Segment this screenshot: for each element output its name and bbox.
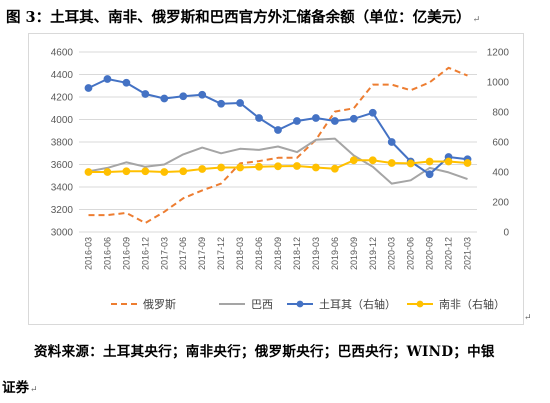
data-point-2 (103, 75, 112, 83)
data-point-3 (425, 157, 434, 166)
data-point-3 (255, 162, 263, 171)
y-right-tick-label: 400 (492, 168, 509, 179)
legend-marker (416, 300, 424, 308)
data-point-3 (444, 157, 453, 166)
data-point-3 (387, 159, 396, 167)
y-left-tick-label: 3800 (51, 138, 74, 149)
data-point-3 (293, 162, 301, 170)
x-tick-label: 2019-09 (349, 237, 359, 270)
data-point-2 (425, 170, 434, 179)
y-right-tick-label: 1000 (487, 78, 510, 89)
x-tick-label: 2017-06 (178, 237, 188, 270)
data-point-2 (274, 126, 282, 134)
data-point-3 (198, 165, 207, 173)
x-tick-label: 2017-09 (197, 237, 207, 270)
data-point-2 (349, 114, 358, 123)
return-mark: ↵ (524, 313, 532, 323)
y-right-tick-label: 800 (492, 108, 509, 119)
x-tick-label: 2020-06 (406, 237, 416, 270)
data-point-2 (312, 114, 320, 122)
legend-label: 巴西 (251, 298, 273, 311)
data-point-3 (179, 167, 188, 176)
chart-area: 3000 3200 3400 3600 3800 4000 4200 4400 4600 0 200… (28, 33, 524, 325)
legend-marker (296, 300, 304, 308)
data-point-2 (179, 92, 188, 101)
y-right-tick-label: 600 (492, 138, 509, 149)
data-point-2 (387, 138, 396, 146)
data-point-3 (312, 163, 320, 172)
x-tick-label: 2019-06 (330, 237, 340, 270)
x-tick-label: 2016-12 (140, 237, 150, 270)
x-tick-label: 2016-06 (102, 237, 112, 270)
data-point-3 (274, 162, 282, 171)
source-note: 资料来源：土耳其央行；南非央行；俄罗斯央行；巴西央行；WIND；中银 (34, 344, 495, 360)
x-tick-label: 2020-03 (387, 237, 397, 270)
data-point-3 (122, 167, 131, 176)
y-left-tick-label: 4400 (51, 70, 74, 81)
data-point-2 (236, 99, 244, 107)
x-tick-label: 2016-09 (121, 237, 131, 270)
data-point-3 (330, 164, 339, 173)
data-point-3 (236, 163, 244, 172)
x-tick-label: 2020-12 (444, 237, 454, 270)
x-tick-label: 2017-12 (216, 237, 226, 270)
y-left-tick-label: 4200 (51, 93, 74, 104)
legend-label: 土耳其（右轴） (319, 297, 396, 311)
data-point-2 (141, 90, 150, 98)
y-right-tick-label: 0 (503, 228, 509, 239)
data-point-3 (103, 168, 112, 176)
x-tick-label: 2016-03 (83, 237, 93, 270)
data-point-2 (84, 84, 93, 92)
y-right-tick-label: 1200 (487, 48, 510, 59)
x-tick-label: 2019-12 (368, 237, 378, 270)
source-note-line2: 证券↵ (2, 380, 38, 396)
legend-label: 南非（右轴） (439, 297, 505, 311)
y-left-tick-label: 3600 (51, 160, 74, 171)
data-point-3 (463, 159, 472, 167)
legend-label: 俄罗斯 (143, 298, 176, 311)
y-left-tick-label: 4600 (51, 48, 74, 59)
x-tick-label: 2021-03 (463, 237, 473, 270)
x-tick-label: 2017-03 (159, 237, 169, 270)
data-point-2 (255, 114, 263, 122)
data-point-3 (368, 156, 377, 165)
data-point-3 (349, 156, 358, 165)
y-right-tick-label: 200 (492, 198, 509, 209)
x-tick-label: 2018-12 (292, 237, 302, 270)
x-tick-label: 2019-03 (311, 237, 321, 270)
data-point-3 (217, 163, 226, 172)
x-tick-label: 2018-06 (254, 237, 264, 270)
series-line-0 (88, 66, 468, 224)
data-point-3 (406, 159, 415, 168)
x-tick-label: 2020-09 (425, 237, 435, 270)
data-point-2 (198, 90, 207, 99)
chart-title: 图 3：土耳其、南非、俄罗斯和巴西官方外汇储备余额（单位：亿美元） ↵ (6, 9, 481, 26)
y-left-tick-label: 3400 (51, 183, 74, 194)
data-point-2 (217, 99, 226, 108)
data-point-3 (84, 168, 93, 176)
x-tick-label: 2018-09 (273, 237, 283, 270)
data-point-3 (160, 168, 169, 176)
data-point-2 (160, 94, 169, 103)
data-point-2 (122, 78, 131, 87)
data-point-2 (330, 117, 339, 125)
data-point-2 (368, 108, 377, 117)
y-left-tick-label: 3200 (51, 205, 74, 216)
y-left-tick-label: 3000 (51, 228, 74, 239)
y-left-tick-label: 4000 (51, 115, 74, 126)
data-point-3 (141, 167, 150, 176)
data-point-2 (293, 117, 301, 125)
x-tick-label: 2018-03 (235, 237, 245, 270)
series-line-1 (88, 137, 468, 185)
chart-svg: 3000 3200 3400 3600 3800 4000 4200 4400 4600 0 200… (51, 48, 510, 312)
